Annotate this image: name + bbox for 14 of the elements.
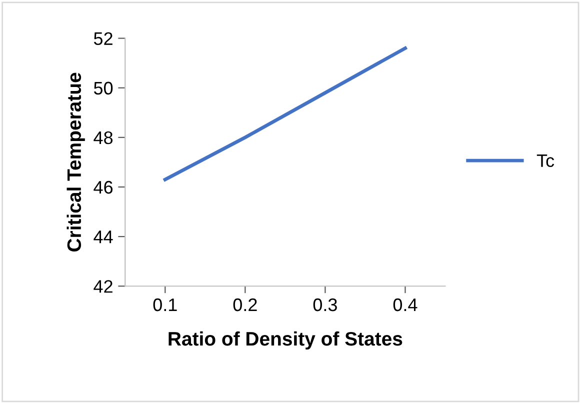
x-tick-label: 0.4 xyxy=(393,298,418,312)
legend-label: Tc xyxy=(536,154,554,168)
x-tick-label: 0.2 xyxy=(233,298,257,312)
line-series xyxy=(163,46,407,182)
y-tick-label: 52 xyxy=(94,32,112,46)
x-axis-title: Ratio of Density of States xyxy=(168,331,402,350)
y-axis-title: Critical Temperatue xyxy=(66,72,85,252)
x-tick-label: 0.1 xyxy=(153,298,177,312)
y-tick-label: 50 xyxy=(94,82,113,95)
y-tick-label: 44 xyxy=(94,230,113,244)
y-tick-label: 48 xyxy=(94,131,113,144)
y-tick-label: 46 xyxy=(94,180,113,194)
x-tick-label: 0.3 xyxy=(313,298,337,312)
y-tick-label: 42 xyxy=(94,280,112,293)
